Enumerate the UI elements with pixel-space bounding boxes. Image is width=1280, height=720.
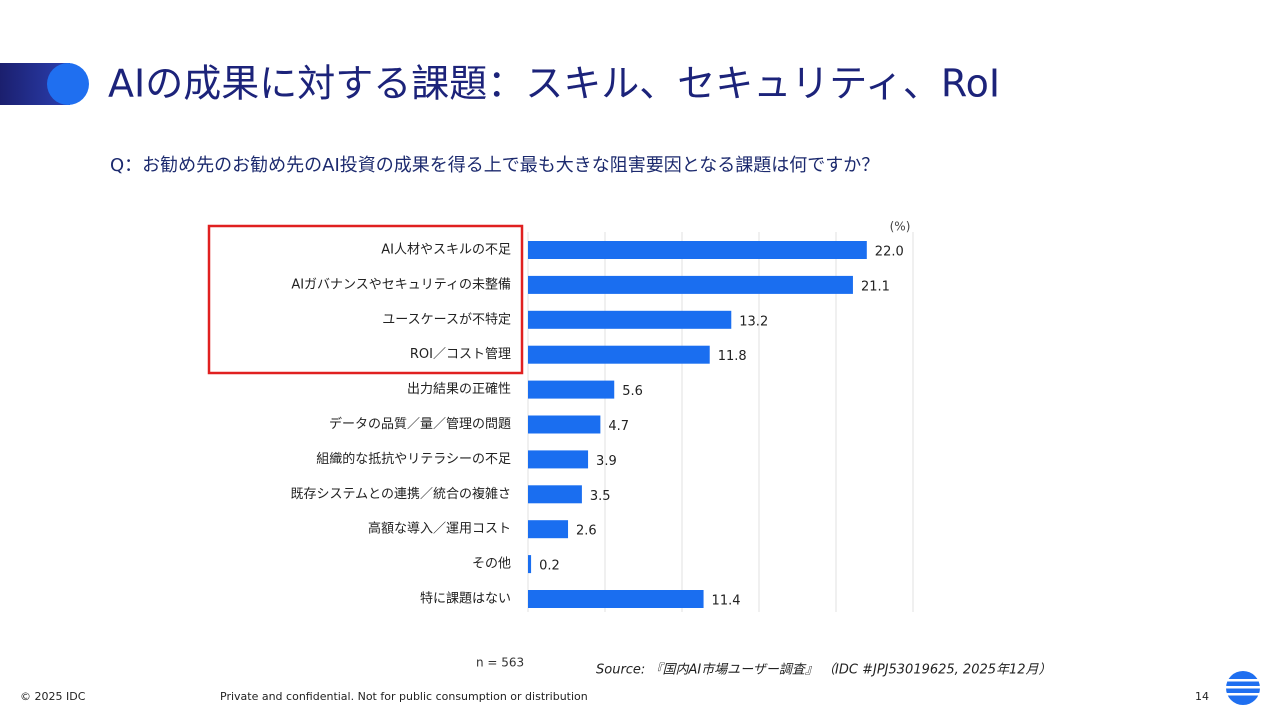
bar — [528, 380, 615, 399]
category-label: データの品質／量／管理の問題 — [329, 416, 511, 432]
category-label: 組織的な抵抗やリテラシーの不足 — [316, 451, 511, 467]
bar — [528, 520, 569, 539]
copyright: © 2025 IDC — [20, 690, 86, 703]
category-label: 高額な導入／運用コスト — [368, 521, 511, 537]
value-label: 4.7 — [608, 419, 629, 434]
value-label: 0.2 — [539, 559, 560, 574]
unit-label: (%) — [890, 220, 911, 234]
value-label: 21.1 — [861, 279, 890, 294]
value-label: 3.9 — [596, 454, 617, 469]
source: Source: 『国内AI市場ユーザー調査』 （IDC #JPJ53019625… — [596, 662, 1052, 678]
slide-title: AIの成果に対する課題：スキル、セキュリティ、RoI — [108, 62, 1000, 106]
category-label: その他 — [472, 557, 511, 572]
value-label: 3.5 — [590, 489, 611, 504]
sample-size: n = 563 — [476, 656, 524, 670]
bar — [528, 275, 853, 294]
value-label: 2.6 — [576, 524, 597, 539]
bar — [528, 345, 710, 364]
chart: (%) AI人材やスキルの不足 22.0 AIガバナンスやセキュリティの未整備 21.1… — [291, 220, 914, 612]
highlight-box — [207, 224, 524, 375]
value-label: 13.2 — [739, 314, 768, 329]
category-label: ユースケースが不特定 — [382, 312, 511, 327]
value-label: 11.8 — [718, 349, 747, 364]
category-label: AI人材やスキルの不足 — [381, 243, 511, 258]
value-label: 5.6 — [622, 384, 643, 399]
page-number: 14 — [1195, 690, 1209, 703]
bar — [528, 310, 732, 329]
category-label: 既存システムとの連携／統合の複雑さ — [291, 486, 511, 502]
bar — [528, 241, 867, 259]
value-label: 22.0 — [875, 245, 904, 260]
category-label: AIガバナンスやセキュリティの未整備 — [291, 276, 511, 292]
bar — [528, 485, 582, 504]
category-label: 特に課題はない — [420, 591, 511, 607]
value-label: 11.4 — [712, 594, 741, 609]
bar — [528, 415, 601, 434]
bar — [528, 450, 589, 469]
bar — [528, 590, 704, 608]
header-dot — [47, 63, 89, 105]
question: Q：お勧め先のお勧め先のAI投資の成果を得る上で最も大きな阻害要因となる課題は何… — [110, 155, 879, 176]
category-label: 出力結果の正確性 — [407, 381, 511, 397]
bar — [528, 555, 532, 574]
idc-logo — [1224, 671, 1262, 705]
confidential-note: Private and confidential. Not for public… — [220, 690, 588, 703]
category-label: ROI／コスト管理 — [410, 347, 511, 362]
